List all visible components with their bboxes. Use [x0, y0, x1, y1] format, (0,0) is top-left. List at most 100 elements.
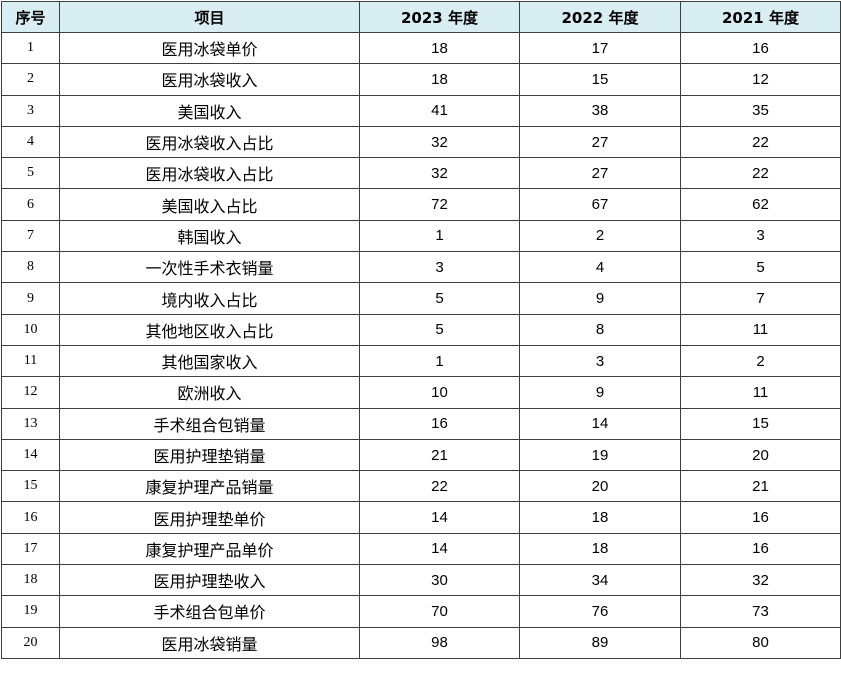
- value-2023-cell: 41: [359, 94, 520, 127]
- row-index-cell: 5: [1, 157, 60, 190]
- item-name-cell: 其他国家收入: [59, 344, 360, 378]
- value-2022-cell: 9: [519, 282, 681, 315]
- table-row: 19 手术组合包单价 70 76 73: [1, 595, 841, 628]
- item-name-cell: 医用护理垫销量: [59, 438, 360, 472]
- value-2023-cell: 21: [359, 438, 520, 472]
- item-name-cell: 医用护理垫单价: [59, 501, 360, 534]
- value-2023-cell: 10: [359, 376, 520, 409]
- value-2023-cell: 5: [359, 313, 520, 346]
- table-row: 5 医用冰袋收入占比 32 27 22: [1, 157, 841, 190]
- value-2023-cell: 3: [359, 251, 520, 284]
- value-2022-cell: 4: [519, 251, 681, 284]
- value-2022-cell: 18: [519, 501, 681, 534]
- table-row: 1 医用冰袋单价 18 17 16: [1, 31, 841, 65]
- table-row: 17 康复护理产品单价 14 18 16: [1, 532, 841, 566]
- value-2022-cell: 19: [519, 438, 681, 472]
- value-2021-cell: 35: [680, 94, 841, 127]
- value-2023-cell: 72: [359, 188, 520, 221]
- value-2022-cell: 67: [519, 188, 681, 221]
- row-index-cell: 6: [1, 188, 60, 221]
- value-2021-cell: 80: [680, 626, 841, 659]
- row-index-cell: 7: [1, 219, 60, 253]
- table-row: 2 医用冰袋收入 18 15 12: [1, 63, 841, 96]
- value-2023-cell: 18: [359, 63, 520, 96]
- value-2021-cell: 5: [680, 251, 841, 284]
- row-index-cell: 13: [1, 407, 60, 440]
- table-row: 18 医用护理垫收入 30 34 32: [1, 564, 841, 597]
- table-row: 12 欧洲收入 10 9 11: [1, 376, 841, 409]
- table-row: 3 美国收入 41 38 35: [1, 94, 841, 127]
- value-2023-cell: 1: [359, 219, 520, 253]
- item-name-cell: 手术组合包单价: [59, 595, 360, 628]
- value-2023-cell: 18: [359, 31, 520, 65]
- value-2023-cell: 5: [359, 282, 520, 315]
- item-name-cell: 其他地区收入占比: [59, 313, 360, 346]
- value-2023-cell: 22: [359, 470, 520, 503]
- item-name-cell: 康复护理产品销量: [59, 470, 360, 503]
- row-index-cell: 16: [1, 501, 60, 534]
- value-2022-cell: 34: [519, 564, 681, 597]
- item-name-cell: 医用冰袋收入占比: [59, 125, 360, 159]
- value-2022-cell: 89: [519, 626, 681, 659]
- value-2021-cell: 2: [680, 344, 841, 378]
- value-2022-cell: 76: [519, 595, 681, 628]
- item-name-cell: 医用冰袋销量: [59, 626, 360, 659]
- value-2023-cell: 14: [359, 501, 520, 534]
- item-name-cell: 医用护理垫收入: [59, 564, 360, 597]
- row-index-cell: 12: [1, 376, 60, 409]
- table-row: 11 其他国家收入 1 3 2: [1, 344, 841, 378]
- value-2022-cell: 38: [519, 94, 681, 127]
- value-2022-cell: 17: [519, 31, 681, 65]
- value-2021-cell: 22: [680, 125, 841, 159]
- value-2021-cell: 3: [680, 219, 841, 253]
- item-name-cell: 美国收入: [59, 94, 360, 127]
- item-name-cell: 欧洲收入: [59, 376, 360, 409]
- table-body: 1 医用冰袋单价 18 17 16 2 医用冰袋收入 18 15 12 3 美国收入 41 38 35 4 医用…: [1, 31, 841, 659]
- table-row: 20 医用冰袋销量 98 89 80: [1, 626, 841, 659]
- value-2023-cell: 30: [359, 564, 520, 597]
- row-index-cell: 9: [1, 282, 60, 315]
- value-2022-cell: 27: [519, 157, 681, 190]
- value-2023-cell: 70: [359, 595, 520, 628]
- item-name-cell: 手术组合包销量: [59, 407, 360, 440]
- value-2022-cell: 3: [519, 344, 681, 378]
- value-2022-cell: 15: [519, 63, 681, 96]
- value-2021-cell: 11: [680, 376, 841, 409]
- table-row: 8 一次性手术衣销量 3 4 5: [1, 251, 841, 284]
- value-2023-cell: 32: [359, 157, 520, 190]
- table-row: 10 其他地区收入占比 5 8 11: [1, 313, 841, 346]
- item-name-cell: 医用冰袋收入占比: [59, 157, 360, 190]
- column-header-item: 项目: [59, 1, 360, 33]
- row-index-cell: 2: [1, 63, 60, 96]
- value-2023-cell: 14: [359, 532, 520, 566]
- value-2022-cell: 8: [519, 313, 681, 346]
- row-index-cell: 18: [1, 564, 60, 597]
- row-index-cell: 10: [1, 313, 60, 346]
- table-row: 9 境内收入占比 5 9 7: [1, 282, 841, 315]
- row-index-cell: 17: [1, 532, 60, 566]
- value-2021-cell: 32: [680, 564, 841, 597]
- table-row: 14 医用护理垫销量 21 19 20: [1, 438, 841, 472]
- value-2021-cell: 62: [680, 188, 841, 221]
- value-2021-cell: 15: [680, 407, 841, 440]
- value-2021-cell: 12: [680, 63, 841, 96]
- row-index-cell: 19: [1, 595, 60, 628]
- value-2022-cell: 9: [519, 376, 681, 409]
- item-name-cell: 美国收入占比: [59, 188, 360, 221]
- table-row: 15 康复护理产品销量 22 20 21: [1, 470, 841, 503]
- item-name-cell: 境内收入占比: [59, 282, 360, 315]
- table-row: 7 韩国收入 1 2 3: [1, 219, 841, 253]
- item-name-cell: 一次性手术衣销量: [59, 251, 360, 284]
- value-2022-cell: 14: [519, 407, 681, 440]
- data-table: 序号 项目 2023 年度 2022 年度 2021 年度 1 医用冰袋单价 18 17 16 2…: [1, 1, 841, 659]
- value-2023-cell: 32: [359, 125, 520, 159]
- item-name-cell: 医用冰袋单价: [59, 31, 360, 65]
- table-row: 16 医用护理垫单价 14 18 16: [1, 501, 841, 534]
- value-2021-cell: 16: [680, 532, 841, 566]
- value-2022-cell: 18: [519, 532, 681, 566]
- header-row: 序号 项目 2023 年度 2022 年度 2021 年度: [1, 1, 841, 33]
- table-row: 6 美国收入占比 72 67 62: [1, 188, 841, 221]
- column-header-2022: 2022 年度: [519, 1, 681, 33]
- item-name-cell: 康复护理产品单价: [59, 532, 360, 566]
- row-index-cell: 11: [1, 344, 60, 378]
